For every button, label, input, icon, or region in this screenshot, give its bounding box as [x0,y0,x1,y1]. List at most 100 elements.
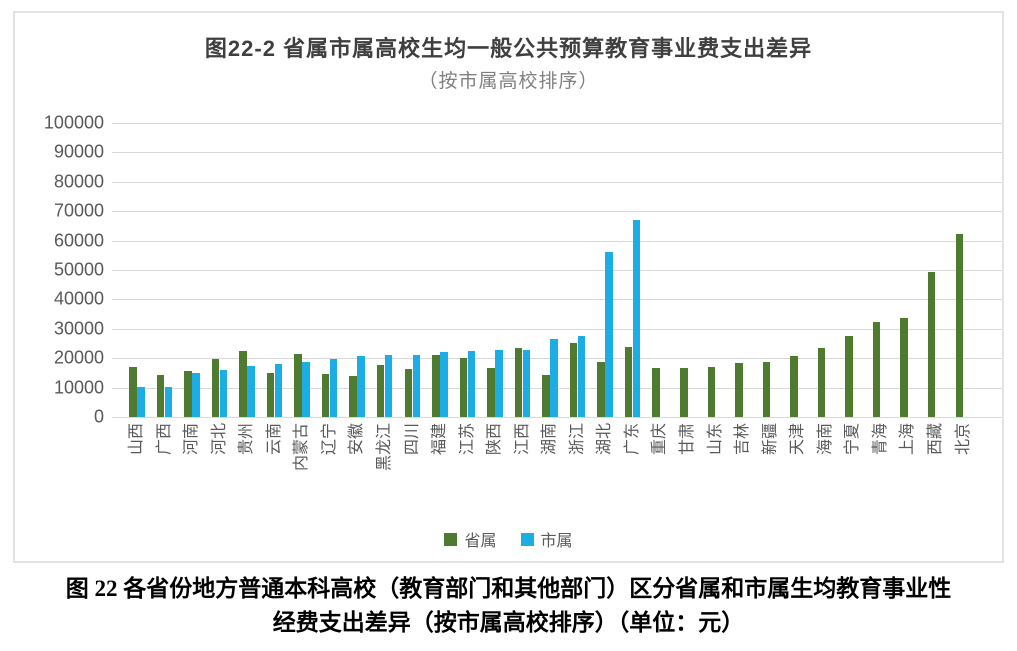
x-axis-label-贵州: 贵州 [238,423,256,456]
x-axis-label-西藏: 西藏 [926,423,944,456]
chart-title: 图22-2 省属市属高校生均一般公共预算教育事业费支出差异 [204,36,813,61]
bar-省属-黑龙江 [376,365,385,417]
gridline-50000 [112,270,1002,271]
bar-市属-河北 [219,369,228,417]
y-axis-tick-label: 50000 [53,259,104,280]
bar-省属-四川 [404,368,412,417]
bar-省属-湖北 [597,361,605,417]
bar-市属-广东 [632,220,641,417]
legend-label-市属: 市属 [540,533,573,550]
x-axis-label-湖北: 湖北 [596,423,614,456]
legend-item-市属: 市属 [520,527,573,551]
bar-市属-河南 [192,373,200,417]
chart-subtitle: （按市属高校排序） [418,71,599,92]
bar-省属-江苏 [459,357,468,417]
bar-省属-西藏 [927,271,936,417]
bar-市属-安徽 [357,356,365,417]
bar-省属-吉林 [735,363,743,417]
bar-省属-福建 [432,354,440,417]
legend-label-省属: 省属 [464,533,497,550]
bar-市属-湖北 [605,252,613,417]
bar-市属-黑龙江 [384,355,393,417]
gridline-60000 [112,240,1002,242]
bar-省属-内蒙古 [294,353,302,417]
legend-swatch-省属 [444,532,458,546]
x-axis-label-河南: 河南 [183,423,201,456]
bar-市属-湖南 [550,339,558,417]
bar-市属-陕西 [495,350,503,417]
y-axis-tick-label: 70000 [53,200,104,221]
x-axis-label-江西: 江西 [513,423,531,456]
bar-省属-安徽 [349,376,357,417]
bar-省属-江西 [514,348,523,417]
x-axis-label-云南: 云南 [265,423,283,456]
legend-swatch-市属 [520,532,534,546]
x-axis-label-湖南: 湖南 [541,423,559,456]
x-axis-label-广东: 广东 [623,423,641,456]
bar-市属-江苏 [467,351,476,417]
bar-省属-贵州 [239,350,247,417]
gridline-30000 [112,328,1002,330]
bar-省属-河南 [184,370,192,417]
bar-市属-广西 [164,387,173,417]
bar-市属-辽宁 [329,359,338,417]
x-axis-label-重庆: 重庆 [651,423,669,456]
bar-省属-湖南 [542,374,550,417]
x-axis-label-甘肃: 甘肃 [679,423,696,456]
bar-省属-广西 [156,374,165,417]
gridline-90000 [112,152,1002,154]
x-axis-label-江苏: 江苏 [458,423,476,456]
bar-省属-浙江 [569,342,578,417]
legend: 省属 市属 [15,527,1002,551]
y-axis-tick-label: 90000 [53,141,104,162]
x-axis-label-吉林: 吉林 [734,423,752,456]
x-axis-label-陕西: 陕西 [486,423,504,456]
bar-市属-云南 [274,364,283,417]
bar-市属-内蒙古 [302,362,310,417]
gridline-80000 [112,181,1002,183]
bar-省属-甘肃 [680,368,688,417]
x-axis-label-青海: 青海 [871,423,889,456]
bar-市属-浙江 [577,336,586,417]
bar-省属-山西 [129,367,137,417]
x-axis-label-福建: 福建 [431,423,449,456]
legend-item-省属: 省属 [444,527,497,551]
x-axis-label-山东: 山东 [706,423,724,456]
bar-省属-陕西 [487,367,495,417]
x-axis-label-北京: 北京 [954,423,972,456]
figure-caption: 图 22 各省份地方普通本科高校（教育部门和其他部门）区分省属和市属生均教育事业… [0,572,1017,640]
bar-市属-江西 [522,349,531,417]
bar-省属-辽宁 [321,374,330,417]
chart-panel: 图22-2 省属市属高校生均一般公共预算教育事业费支出差异 （按市属高校排序） … [13,11,1004,563]
x-axis-label-内蒙古: 内蒙古 [293,423,311,472]
x-axis-label-山西: 山西 [128,423,145,456]
gridline-100000 [112,123,1002,124]
y-axis-tick-label: 100000 [43,112,104,133]
bar-市属-贵州 [247,365,255,417]
bar-省属-青海 [872,322,881,417]
gridline-70000 [112,211,1002,213]
bar-省属-新疆 [762,362,771,417]
bar-省属-广东 [624,346,633,417]
gridline-0 [112,417,1002,418]
bar-市属-四川 [412,354,420,417]
x-axis-label-黑龙江: 黑龙江 [375,423,393,472]
x-axis-label-河北: 河北 [210,423,228,456]
figure-caption-line-2: 经费支出差异（按市属高校排序）（单位：元） [272,610,745,635]
y-axis-tick-label: 60000 [53,230,104,251]
x-axis-label-浙江: 浙江 [568,423,586,456]
bar-省属-海南 [817,347,826,417]
y-axis-tick-label: 0 [93,406,104,427]
x-axis-label-安徽: 安徽 [348,423,366,456]
bar-省属-重庆 [652,367,660,417]
y-axis-tick-label: 30000 [53,318,104,339]
bar-省属-山东 [707,367,716,417]
bar-省属-上海 [900,318,908,417]
x-axis-label-辽宁: 辽宁 [320,423,338,456]
x-axis-label-天津: 天津 [789,423,807,456]
figure-caption-line-1: 图 22 各省份地方普通本科高校（教育部门和其他部门）区分省属和市属生均教育事业… [65,576,952,601]
x-axis-label-海南: 海南 [816,423,834,456]
x-axis-label-宁夏: 宁夏 [844,423,862,456]
bar-省属-宁夏 [845,336,853,417]
bar-省属-天津 [790,355,798,417]
